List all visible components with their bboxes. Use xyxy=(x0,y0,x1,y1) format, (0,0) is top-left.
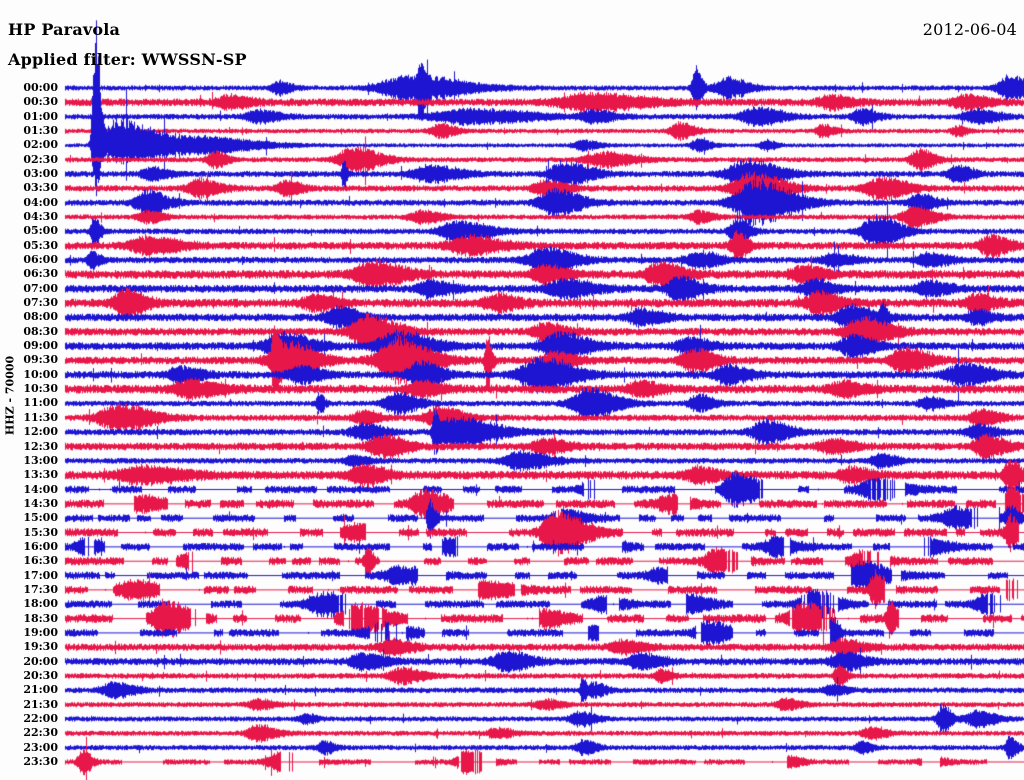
time-label-1400: 14:00 xyxy=(23,482,58,496)
time-label-1600: 16:00 xyxy=(23,539,58,553)
time-label-0430: 04:30 xyxy=(23,210,58,224)
time-label-0730: 07:30 xyxy=(23,296,58,310)
time-label-1530: 15:30 xyxy=(23,525,58,539)
time-label-1730: 17:30 xyxy=(23,582,58,596)
time-label-0400: 04:00 xyxy=(23,195,58,209)
time-label-0930: 09:30 xyxy=(23,353,58,367)
time-label-0030: 00:30 xyxy=(23,95,58,109)
time-label-1330: 13:30 xyxy=(23,468,58,482)
time-label-1930: 19:30 xyxy=(23,640,58,654)
time-label-2030: 20:30 xyxy=(23,668,58,682)
time-label-0300: 03:00 xyxy=(23,167,58,181)
time-label-1630: 16:30 xyxy=(23,554,58,568)
time-label-1900: 19:00 xyxy=(23,625,58,639)
time-label-1030: 10:30 xyxy=(23,382,58,396)
applied-filter-label: Applied filter: WWSSN-SP xyxy=(8,50,247,69)
time-label-1000: 10:00 xyxy=(23,367,58,381)
time-label-0500: 05:00 xyxy=(23,224,58,238)
station-name: HP Paravola xyxy=(8,20,121,39)
time-label-0600: 06:00 xyxy=(23,253,58,267)
time-label-1300: 13:00 xyxy=(23,453,58,467)
time-label-0700: 07:00 xyxy=(23,281,58,295)
time-label-0230: 02:30 xyxy=(23,152,58,166)
time-label-0830: 08:30 xyxy=(23,324,58,338)
time-label-1130: 11:30 xyxy=(23,410,58,424)
time-label-1230: 12:30 xyxy=(23,439,58,453)
time-label-1800: 18:00 xyxy=(23,597,58,611)
time-label-0330: 03:30 xyxy=(23,181,58,195)
time-label-1430: 14:30 xyxy=(23,496,58,510)
time-label-1700: 17:00 xyxy=(23,568,58,582)
time-label-1830: 18:30 xyxy=(23,611,58,625)
time-label-2130: 21:30 xyxy=(23,697,58,711)
time-label-0530: 05:30 xyxy=(23,238,58,252)
time-label-1200: 12:00 xyxy=(23,425,58,439)
time-axis-labels: 00:00 00:30 01:00 01:30 02:00 02:30 03:00 03:30… xyxy=(0,0,60,780)
time-label-2200: 22:00 xyxy=(23,711,58,725)
time-label-2330: 23:30 xyxy=(23,754,58,768)
time-label-2100: 21:00 xyxy=(23,683,58,697)
time-label-2300: 23:00 xyxy=(23,740,58,754)
time-label-2000: 20:00 xyxy=(23,654,58,668)
time-label-0100: 01:00 xyxy=(23,109,58,123)
date-label: 2012-06-04 xyxy=(922,20,1017,39)
time-label-1500: 15:00 xyxy=(23,511,58,525)
time-label-0000: 00:00 xyxy=(23,81,58,94)
time-label-0130: 01:30 xyxy=(23,124,58,138)
time-label-2230: 22:30 xyxy=(23,726,58,740)
time-label-0200: 02:00 xyxy=(23,138,58,152)
time-label-0800: 08:00 xyxy=(23,310,58,324)
time-label-1100: 11:00 xyxy=(23,396,58,410)
time-label-0900: 09:00 xyxy=(23,339,58,353)
time-label-0630: 06:30 xyxy=(23,267,58,281)
